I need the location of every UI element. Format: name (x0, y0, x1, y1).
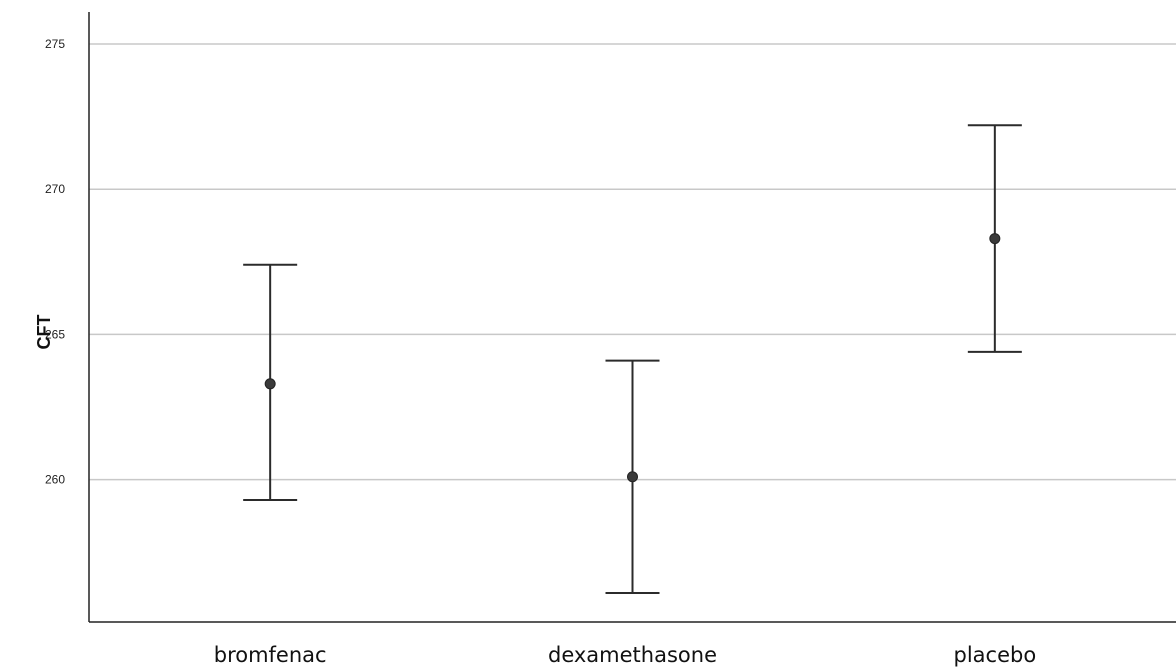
error-bars (243, 125, 1022, 593)
y-tick-label: 275 (45, 37, 65, 51)
error-bar-bromfenac (243, 265, 297, 500)
x-tick-labels: bromfenac dexamethasone placebo (214, 643, 1036, 667)
y-tick-label: 270 (45, 182, 65, 196)
y-axis-label: CFT (34, 315, 54, 350)
mean-point (628, 472, 638, 482)
mean-point (265, 379, 275, 389)
x-tick-label-dexamethasone: dexamethasone (548, 643, 717, 667)
error-bar-placebo (968, 125, 1022, 352)
x-tick-label-placebo: placebo (953, 643, 1036, 667)
y-tick-label: 260 (45, 473, 65, 487)
mean-point (990, 234, 1000, 244)
x-tick-label-bromfenac: bromfenac (214, 643, 327, 667)
error-bar-dexamethasone (606, 361, 660, 593)
